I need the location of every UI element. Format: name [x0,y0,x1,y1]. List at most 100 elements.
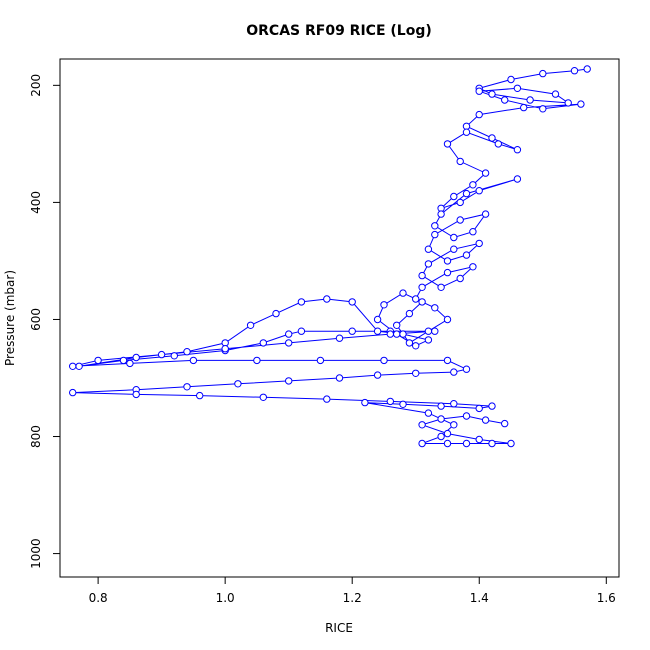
data-point [462,365,471,373]
data-point [412,369,420,377]
data-point [157,350,166,359]
data-point [551,90,560,98]
data-point [348,327,356,335]
data-point [373,371,382,379]
data-point [513,84,522,93]
data-point [583,65,591,73]
data-point [69,388,77,397]
data-point [443,439,452,448]
data-point [431,230,439,239]
data-point [75,362,83,370]
data-point [475,187,483,195]
data-point [443,315,452,324]
data-point [431,327,439,335]
data-point [126,359,134,368]
data-point [380,356,388,365]
data-point [405,339,414,347]
data-point [412,342,420,350]
data-point [234,380,242,388]
y-tick-label: 200 [29,74,43,97]
data-point [335,334,344,342]
data-point [450,368,458,376]
data-point [443,257,452,265]
data-point [253,356,261,365]
data-point [221,345,229,353]
plot-frame [59,58,620,578]
data-point [380,301,388,309]
x-tick-label: 0.8 [89,591,108,605]
data-point [450,400,458,408]
data-point [450,192,458,201]
data-point [520,103,528,112]
data-point [456,216,464,224]
data-series [69,65,591,448]
x-axis-label: RICE [325,621,353,635]
data-point [456,157,464,166]
data-point [450,421,458,429]
y-axis: 200 400 600 800 1000 [29,74,60,569]
x-tick-label: 1.2 [343,591,362,605]
data-point [437,432,445,441]
data-point [246,321,255,329]
data-point [285,330,293,338]
data-point [469,181,477,189]
data-point [424,336,433,344]
data-point [316,356,325,365]
data-point [488,90,496,98]
data-point [456,274,464,283]
data-point [405,309,414,318]
data-point [501,96,509,104]
data-point [456,198,464,207]
data-point [323,295,331,303]
data-point [393,321,401,329]
data-point [488,439,496,448]
data-point [418,271,426,280]
data-point [462,128,471,136]
data-point [412,295,420,303]
x-tick-label: 1.4 [470,591,489,605]
data-point [399,289,407,297]
x-tick-label: 1.6 [597,591,616,605]
data-point [526,96,534,104]
data-point [259,339,267,347]
data-point [475,239,483,248]
data-point [323,395,331,403]
data-point [475,435,483,444]
data-point [443,140,452,148]
data-point [443,268,452,277]
data-point [507,75,515,84]
data-point [259,393,267,401]
data-point [418,298,426,306]
data-point [189,356,198,365]
data-point [119,356,128,365]
data-point [424,409,433,417]
data-point [272,309,280,318]
data-point [196,391,204,400]
data-point [539,105,547,113]
data-point [393,330,401,338]
data-point [424,260,433,268]
data-point [481,416,490,424]
data-point [469,263,477,271]
data-point [335,374,344,382]
chart-title: ORCAS RF09 RICE (Log) [246,23,432,39]
data-point [437,210,445,218]
data-point [69,362,77,370]
y-tick-label: 400 [29,191,43,214]
data-point [297,298,306,306]
y-tick-label: 1000 [29,538,43,569]
data-point [475,404,483,413]
data-point [285,339,293,347]
data-point [399,330,407,338]
data-point [386,397,394,406]
y-tick-label: 800 [29,425,43,448]
data-point [386,330,394,338]
data-point [539,69,547,78]
data-point [170,352,179,360]
data-point [577,100,585,108]
data-point [501,419,509,428]
data-point [462,251,471,259]
data-point [297,327,306,335]
data-point [285,377,293,385]
data-point [443,429,452,438]
